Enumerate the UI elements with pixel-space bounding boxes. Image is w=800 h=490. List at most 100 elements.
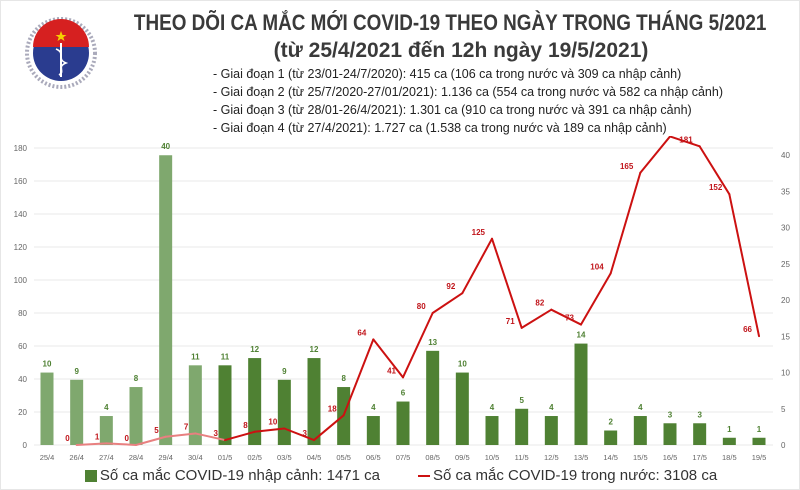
x-axis-tick-label: 11/5	[515, 453, 529, 462]
bar-data-label: 12	[310, 345, 319, 354]
bar-imported	[455, 372, 469, 445]
line-data-label: 64	[357, 328, 366, 337]
line-segment-domestic	[669, 136, 701, 148]
bar-imported	[485, 416, 499, 445]
left-axis-tick-label: 80	[18, 309, 27, 318]
bar-data-label: 3	[697, 410, 702, 419]
line-segment-domestic	[491, 237, 523, 329]
left-axis-tick-label: 140	[14, 210, 28, 219]
line-segment-domestic	[253, 427, 286, 433]
legend-label-imported: Số ca mắc COVID-19 nhập cảnh: 1471 ca	[99, 467, 380, 484]
line-segment-domestic	[224, 430, 256, 442]
line-segment-domestic	[164, 432, 197, 438]
line-data-label: 66	[743, 325, 752, 334]
line-segment-domestic	[728, 193, 760, 338]
line-segment-domestic	[431, 292, 464, 314]
line-data-label: 125	[472, 228, 486, 237]
line-segment-domestic	[372, 338, 404, 379]
bar-data-label: 11	[191, 352, 200, 361]
left-axis-tick-label: 160	[14, 177, 28, 186]
x-axis-tick-label: 17/5	[692, 453, 707, 462]
right-axis-tick-label: 35	[781, 187, 790, 196]
bar-data-label: 9	[282, 367, 287, 376]
bar-imported	[574, 343, 588, 445]
line-data-label: 41	[387, 366, 396, 375]
chart-subtitle-container: (từ 25/4/2021 đến 12h ngày 19/5/2021)	[251, 38, 671, 64]
bar-imported	[277, 379, 291, 445]
bar-imported	[752, 437, 766, 445]
x-axis-tick-label: 02/5	[247, 453, 262, 462]
line-segment-domestic	[402, 312, 434, 379]
line-data-label: 181	[679, 136, 693, 144]
x-axis-tick-label: 13/5	[574, 453, 589, 462]
legend-item-imported: Số ca mắc COVID-19 nhập cảnh: 1471 ca	[84, 467, 380, 484]
bar-imported	[396, 401, 410, 445]
line-segment-domestic	[550, 308, 582, 326]
line-data-label: 0	[65, 434, 70, 443]
bar-imported	[515, 408, 529, 445]
line-data-label: 18	[328, 404, 337, 413]
phase-4-text: - Giai đoạn 4 (từ 27/4/2021): 1.727 ca (…	[213, 121, 667, 135]
left-axis-tick-label: 40	[18, 375, 27, 384]
x-axis-tick-label: 03/5	[277, 453, 292, 462]
legend: Số ca mắc COVID-19 nhập cảnh: 1471 ca Số…	[1, 467, 799, 484]
legend-label-domestic: Số ca mắc COVID-19 trong nước: 3108 ca	[432, 467, 718, 484]
line-data-label: 8	[243, 421, 248, 430]
line-data-label: 152	[709, 183, 723, 192]
x-axis-tick-label: 16/5	[663, 453, 678, 462]
x-axis-tick-label: 18/5	[722, 453, 737, 462]
phase-1-text: - Giai đoạn 1 (từ 23/01-24/7/2020): 415 …	[213, 67, 682, 81]
line-segment-domestic	[313, 414, 345, 442]
bar-imported	[99, 416, 113, 445]
line-segment-domestic	[580, 272, 612, 326]
x-axis-tick-label: 09/5	[455, 453, 470, 462]
line-data-label: 5	[154, 426, 159, 435]
x-axis-tick-label: 04/5	[307, 453, 322, 462]
x-axis-tick-label: 07/5	[396, 453, 411, 462]
x-axis-tick-label: 15/5	[633, 453, 648, 462]
line-data-label: 10	[268, 418, 277, 427]
bar-imported	[693, 423, 707, 445]
bar-data-label: 8	[134, 374, 139, 383]
bar-imported	[366, 416, 380, 445]
x-axis-tick-label: 19/5	[752, 453, 767, 462]
right-axis-tick-label: 20	[781, 296, 790, 305]
bar-data-label: 12	[250, 345, 259, 354]
phase-2-text: - Giai đoạn 2 (từ 25/7/2020-27/01/2021):…	[213, 85, 723, 99]
x-axis-tick-label: 28/4	[129, 453, 144, 462]
right-axis-tick-label: 40	[781, 151, 790, 160]
left-axis-tick-label: 60	[18, 342, 27, 351]
bar-data-label: 10	[458, 360, 467, 369]
line-segment-domestic	[609, 171, 642, 275]
line-segment-domestic	[105, 442, 137, 446]
bar-imported	[129, 387, 143, 445]
line-data-label: 3	[303, 429, 308, 438]
line-data-label: 104	[590, 262, 604, 271]
bar-data-label: 4	[638, 403, 643, 412]
bar-imported	[604, 430, 618, 445]
x-axis-tick-label: 10/5	[485, 453, 500, 462]
bar-data-label: 10	[43, 360, 52, 369]
x-axis-tick-label: 30/4	[188, 453, 203, 462]
ministry-of-health-logo	[25, 17, 97, 89]
x-axis-tick-label: 25/4	[40, 453, 55, 462]
line-data-label: 7	[184, 422, 189, 431]
bar-data-label: 13	[428, 338, 437, 347]
x-axis-tick-label: 12/5	[544, 453, 559, 462]
bar-imported	[722, 437, 736, 445]
line-data-label: 1	[95, 432, 100, 441]
x-axis-tick-label: 14/5	[603, 453, 618, 462]
bar-data-label: 4	[104, 403, 109, 412]
x-axis-tick-label: 01/5	[218, 453, 233, 462]
bar-data-label: 4	[371, 403, 376, 412]
bar-data-label: 4	[549, 403, 554, 412]
chart-title-container: THEO DÕI CA MẮC MỚI COVID-19 THEO NGÀY T…	[134, 9, 766, 37]
x-axis-tick-label: 27/4	[99, 453, 114, 462]
left-axis-tick-label: 20	[18, 408, 27, 417]
line-data-label: 3	[214, 429, 219, 438]
legend-line-swatch	[417, 474, 430, 477]
bar-imported	[218, 365, 232, 445]
right-axis-tick-label: 5	[781, 405, 786, 414]
bar-data-label: 2	[608, 418, 613, 427]
bar-imported	[633, 416, 647, 445]
